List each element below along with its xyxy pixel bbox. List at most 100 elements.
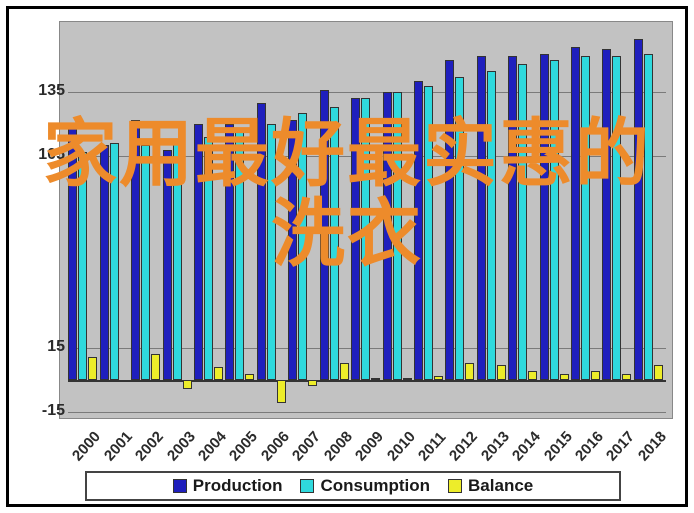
bar-production [68,128,77,380]
bar-balance [497,365,506,380]
bar-balance [120,380,129,382]
bar-group [634,28,665,412]
bar-consumption [78,152,87,380]
bar-group [68,28,99,412]
bar-group [351,28,382,412]
bar-production [540,54,549,380]
bar-consumption [612,56,621,380]
x-tick-label: 2015 [541,428,576,464]
legend-label: Consumption [320,476,430,496]
bar-balance [214,367,223,380]
bar-production [477,56,486,380]
legend-item-balance: Balance [448,476,533,496]
bar-balance [151,354,160,380]
bar-production [288,120,297,380]
bar-production [602,49,611,380]
bar-consumption [298,113,307,380]
bar-group [508,28,539,412]
bar-group [445,28,476,412]
bar-production [131,120,140,380]
x-tick-label: 2002 [132,428,167,464]
bar-balance [277,380,286,403]
x-tick-label: 2017 [603,428,638,464]
bar-production [414,81,423,380]
bar-balance [465,363,474,380]
bar-consumption [235,130,244,380]
legend-item-production: Production [173,476,283,496]
bar-production [571,47,580,380]
x-tick-label: 2003 [164,428,199,464]
x-tick-label: 2001 [101,428,136,464]
bar-production [634,39,643,380]
bar-consumption [361,98,370,380]
bar-group [571,28,602,412]
bar-balance [560,374,569,380]
x-tick-label: 2018 [635,428,670,464]
bar-balance [403,378,412,380]
chart-plot-area [59,21,673,419]
bar-consumption [110,143,119,380]
bar-balance [88,357,97,380]
bar-consumption [550,60,559,380]
bar-production [194,124,203,380]
bar-production [383,92,392,380]
bar-group [100,28,131,412]
bar-consumption [330,107,339,380]
y-tick-label: 15 [47,338,65,356]
x-tick-label: 2007 [289,428,324,464]
legend-swatch [173,479,187,493]
bar-balance [308,380,317,386]
bar-balance [245,374,254,380]
bar-production [163,150,172,380]
bar-group [414,28,445,412]
bar-group [320,28,351,412]
bar-group [225,28,256,412]
bar-group [257,28,288,412]
bar-consumption [267,124,276,380]
bar-consumption [487,71,496,380]
y-tick-label: 105 [38,146,65,164]
x-tick-label: 2014 [509,428,544,464]
bar-production [100,145,109,380]
bar-consumption [455,77,464,380]
bar-group [540,28,571,412]
bar-container [68,28,666,412]
bar-group [194,28,225,412]
gridline [68,412,666,413]
bar-group [163,28,194,412]
x-tick-label: 2006 [258,428,293,464]
bar-production [445,60,454,380]
bar-production [320,90,329,380]
x-tick-label: 2012 [446,428,481,464]
x-tick-label: 2013 [478,428,513,464]
x-tick-label: 2016 [572,428,607,464]
y-tick-label: 135 [38,82,65,100]
bar-group [288,28,319,412]
x-tick-label: 2005 [226,428,261,464]
bar-consumption [518,64,527,380]
bar-consumption [173,141,182,380]
bar-consumption [141,145,150,380]
bar-group [602,28,633,412]
x-tick-label: 2009 [352,428,387,464]
bar-consumption [644,54,653,380]
x-tick-label: 2011 [415,429,449,465]
bar-production [257,103,266,380]
bar-balance [654,365,663,380]
legend-swatch [448,479,462,493]
legend: Production Consumption Balance [85,471,621,501]
bar-consumption [581,56,590,380]
bar-group [477,28,508,412]
legend-label: Balance [468,476,533,496]
bar-group [383,28,414,412]
bar-balance [528,371,537,380]
bar-consumption [204,137,213,380]
bar-balance [622,374,631,380]
x-tick-label: 2000 [69,428,104,464]
chart-frame: 2000200120022003200420052006200720082009… [6,6,688,507]
x-tick-label: 2004 [195,428,230,464]
bar-production [225,124,234,380]
legend-label: Production [193,476,283,496]
legend-swatch [300,479,314,493]
bar-production [508,56,517,380]
